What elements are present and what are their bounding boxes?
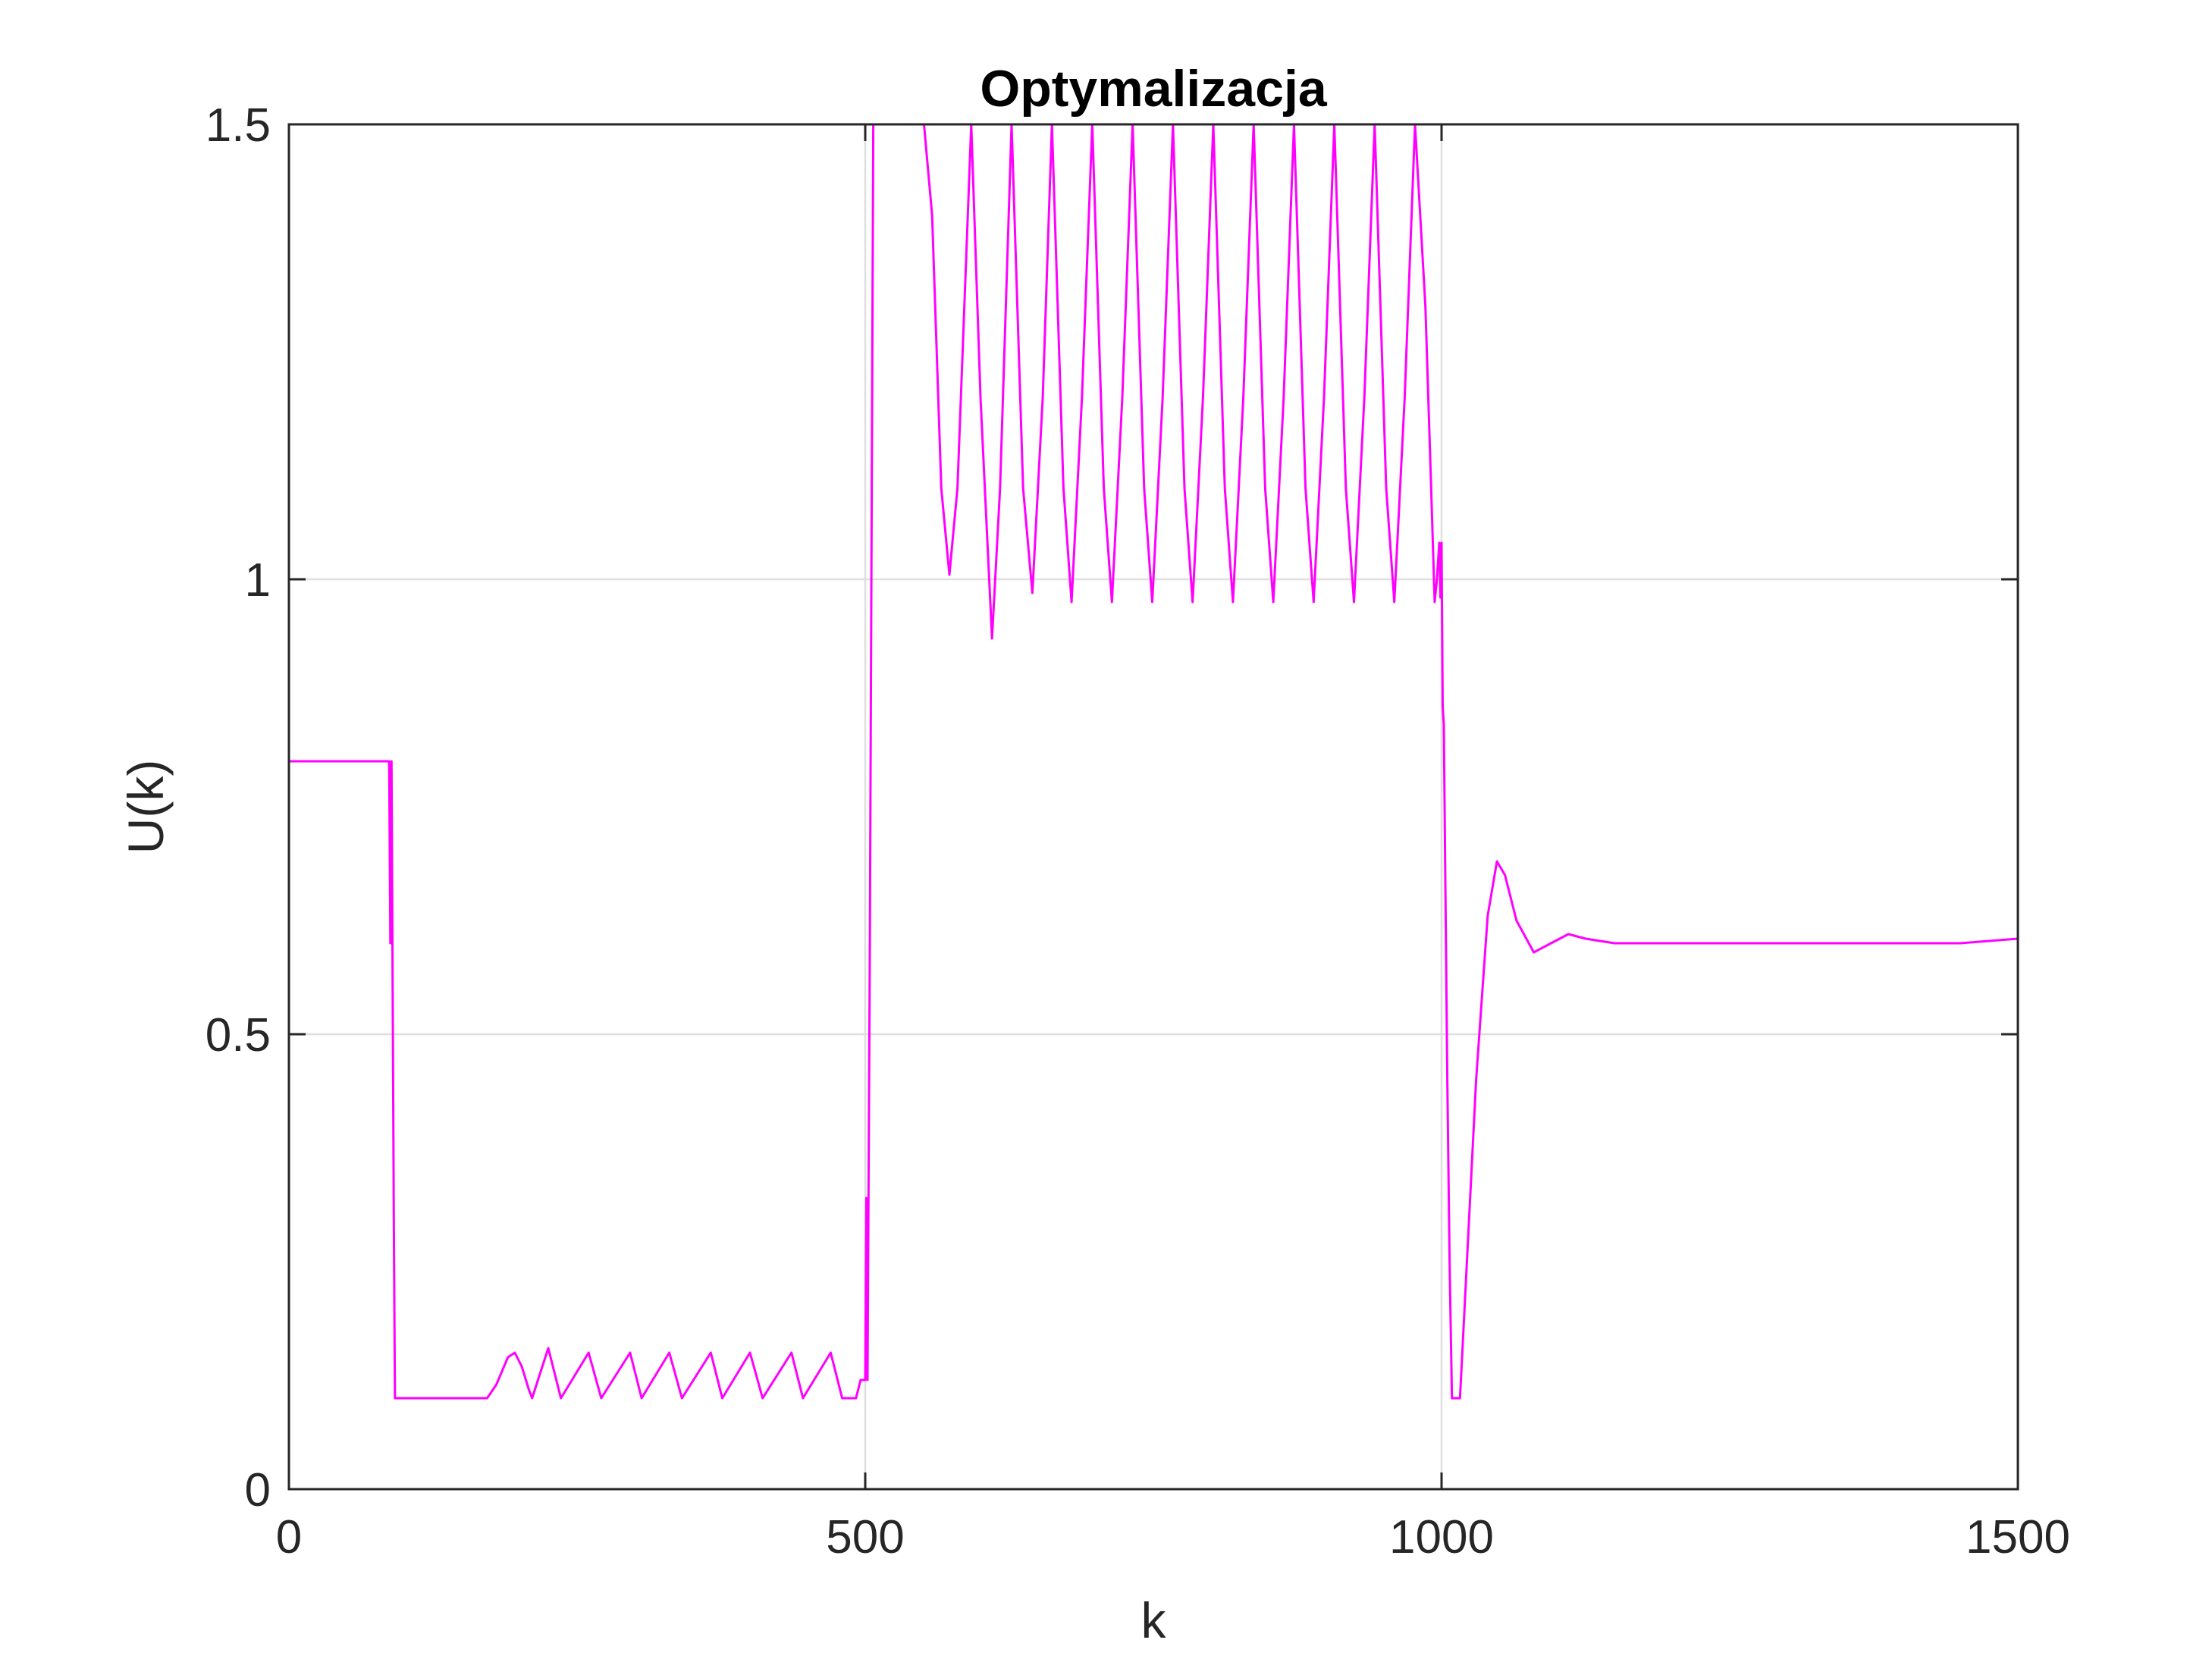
- x-tick-label: 500: [826, 1511, 904, 1563]
- plot-area: [289, 124, 2018, 1489]
- y-tick-label: 1.5: [206, 99, 271, 152]
- x-axis-label: k: [1141, 1592, 1167, 1648]
- y-tick-label: 0.5: [206, 1009, 271, 1062]
- y-axis-label: U(k): [118, 760, 174, 855]
- y-tick-labels: 0 0.5 1 1.5: [206, 99, 271, 1516]
- plot-frame: [287, 123, 2019, 1491]
- x-tick-label: 1000: [1389, 1511, 1494, 1563]
- series-line: [289, 123, 2019, 1400]
- y-tick-label: 1: [245, 554, 271, 607]
- chart-title: Optymalizacja: [980, 60, 1327, 118]
- x-tick-label: 0: [276, 1511, 302, 1563]
- x-tick-labels: 0 500 1000 1500: [276, 1511, 2070, 1563]
- tick-marks: [287, 123, 2019, 1491]
- series-layer: [289, 123, 2019, 1400]
- y-tick-label: 0: [245, 1464, 271, 1516]
- x-tick-label: 1500: [1966, 1511, 2070, 1563]
